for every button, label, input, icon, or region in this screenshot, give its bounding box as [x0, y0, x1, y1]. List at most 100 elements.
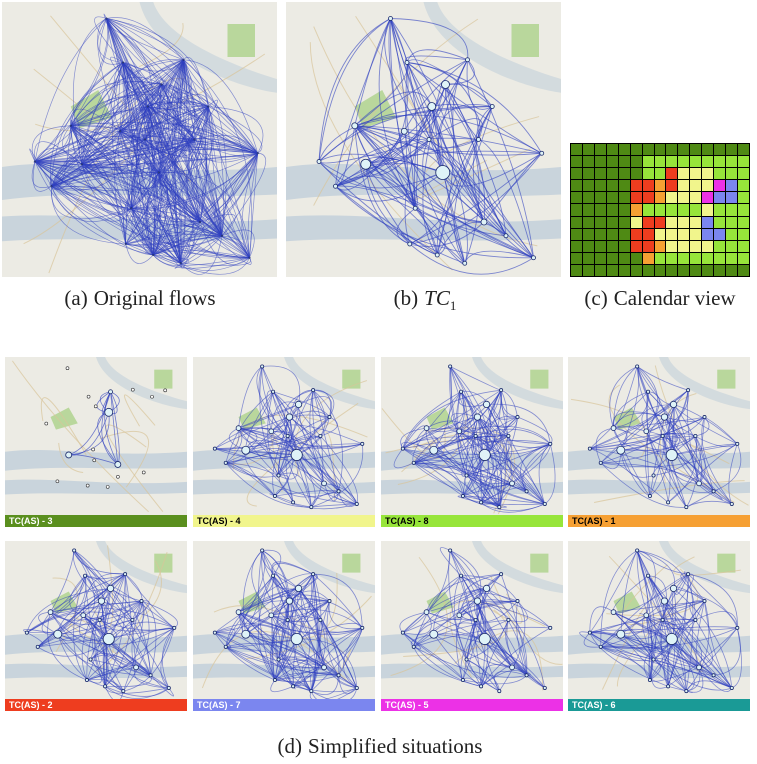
situation-map — [568, 357, 750, 515]
calendar-cell — [702, 216, 714, 228]
calendar-cell — [690, 216, 702, 228]
calendar-cell — [618, 204, 630, 216]
calendar-cell — [594, 192, 606, 204]
calendar-cell — [594, 264, 606, 276]
calendar-cell — [594, 240, 606, 252]
calendar-cell — [582, 228, 594, 240]
calendar-cell — [738, 228, 749, 240]
calendar-cell — [738, 252, 749, 264]
calendar-cell — [702, 180, 714, 192]
calendar-cell — [618, 252, 630, 264]
calendar-cell — [726, 216, 738, 228]
calendar-cell — [738, 240, 749, 252]
situation-map — [193, 541, 375, 699]
calendar-cell — [606, 216, 618, 228]
calendar-cell — [594, 168, 606, 180]
calendar-cell — [618, 180, 630, 192]
calendar-cell — [571, 144, 582, 156]
calendar-cell — [726, 144, 738, 156]
calendar-cell — [714, 156, 726, 168]
calendar-cell — [666, 216, 678, 228]
calendar-cell — [690, 168, 702, 180]
calendar-cell — [642, 144, 654, 156]
calendar-cell — [666, 144, 678, 156]
situation-map — [193, 357, 375, 515]
calendar-cell — [738, 144, 749, 156]
calendar-cell — [654, 168, 666, 180]
calendar-cell — [606, 204, 618, 216]
calendar-cell — [678, 240, 690, 252]
calendar-cell — [702, 204, 714, 216]
calendar-cell — [726, 228, 738, 240]
calendar-cell — [702, 264, 714, 276]
calendar-cell — [606, 228, 618, 240]
calendar-cell — [582, 156, 594, 168]
original-flows-map — [2, 2, 277, 277]
calendar-cell — [666, 168, 678, 180]
calendar-cell — [726, 168, 738, 180]
calendar-cell — [582, 192, 594, 204]
calendar-cell — [714, 216, 726, 228]
calendar-cell — [654, 264, 666, 276]
situation-label-bar: TC(AS) - 3 — [5, 515, 187, 527]
calendar-cell — [678, 216, 690, 228]
calendar-cell — [630, 204, 642, 216]
calendar-cell — [678, 192, 690, 204]
calendar-cell — [678, 228, 690, 240]
calendar-cell — [726, 240, 738, 252]
calendar-cell — [654, 156, 666, 168]
calendar-cell — [678, 264, 690, 276]
calendar-cell — [606, 252, 618, 264]
calendar-cell — [606, 168, 618, 180]
calendar-cell — [702, 144, 714, 156]
calendar-cell — [642, 228, 654, 240]
calendar-cell — [571, 228, 582, 240]
tc1-map — [286, 2, 561, 277]
calendar-cell — [582, 180, 594, 192]
calendar-cell — [571, 156, 582, 168]
calendar-cell — [738, 264, 749, 276]
calendar-cell — [690, 204, 702, 216]
calendar-cell — [606, 156, 618, 168]
calendar-cell — [582, 264, 594, 276]
calendar-cell — [654, 228, 666, 240]
calendar-cell — [726, 204, 738, 216]
calendar-cell — [630, 216, 642, 228]
calendar-cell — [630, 240, 642, 252]
calendar-cell — [702, 192, 714, 204]
calendar-cell — [738, 156, 749, 168]
calendar-cell — [690, 144, 702, 156]
calendar-cell — [571, 192, 582, 204]
calendar-cell — [594, 252, 606, 264]
calendar-cell — [630, 156, 642, 168]
calendar-cell — [726, 192, 738, 204]
situation-label-bar: TC(AS) - 4 — [193, 515, 375, 527]
calendar-cell — [571, 240, 582, 252]
calendar-cell — [571, 264, 582, 276]
calendar-cell — [666, 264, 678, 276]
calendar-cell — [642, 192, 654, 204]
calendar-cell — [726, 180, 738, 192]
situation-label-bar: TC(AS) - 5 — [381, 699, 563, 711]
calendar-cell — [738, 192, 749, 204]
calendar-cell — [594, 144, 606, 156]
calendar-cell — [618, 264, 630, 276]
caption-c: (c) Calendar view — [584, 286, 736, 310]
situation-label-bar: TC(AS) - 1 — [568, 515, 750, 527]
calendar-cell — [714, 240, 726, 252]
calendar-cell — [582, 168, 594, 180]
calendar-cell — [582, 216, 594, 228]
calendar-cell — [666, 180, 678, 192]
calendar-cell — [618, 240, 630, 252]
calendar-cell — [571, 204, 582, 216]
calendar-cell — [702, 228, 714, 240]
calendar-cell — [690, 180, 702, 192]
calendar-cell — [618, 192, 630, 204]
calendar-cell — [630, 168, 642, 180]
situation-label-bar: TC(AS) - 6 — [568, 699, 750, 711]
calendar-cell — [678, 252, 690, 264]
calendar-cell — [642, 180, 654, 192]
calendar-cell — [642, 168, 654, 180]
calendar-cell — [690, 228, 702, 240]
calendar-cell — [618, 216, 630, 228]
